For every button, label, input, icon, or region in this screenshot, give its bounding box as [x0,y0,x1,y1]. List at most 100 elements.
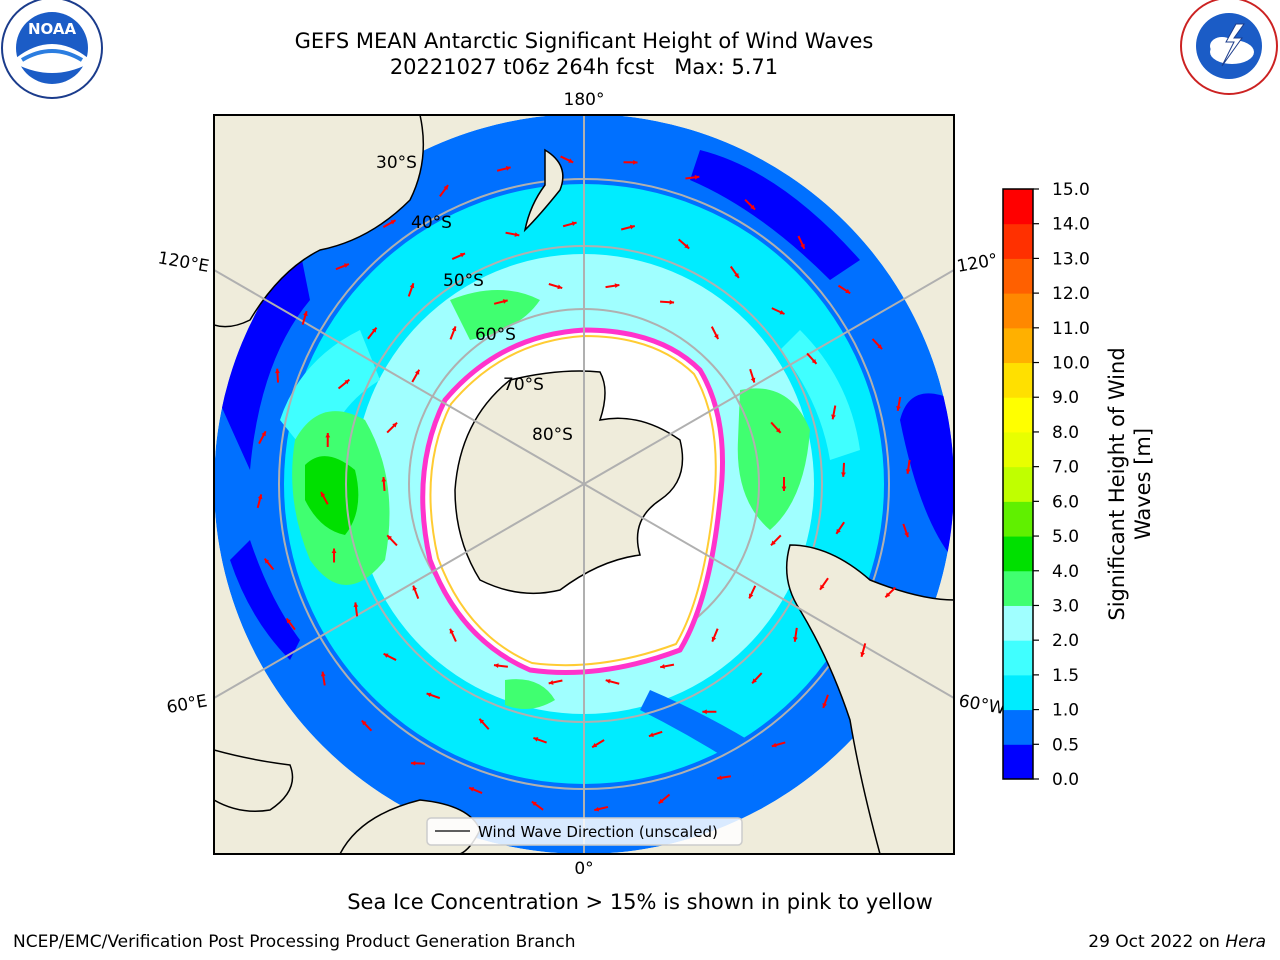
colorbar-segment [1003,223,1033,259]
wave-direction-arrowhead [451,326,457,332]
wave-direction-arrowhead [361,720,367,726]
wave-direction-arrowhead [831,414,836,420]
colorbar-segment [1003,189,1033,225]
wave-direction-arrowhead [502,299,508,304]
wave-direction-arrowhead [343,263,349,268]
colorbar-segment [1003,327,1033,364]
colorbar-label-line2: Waves [m] [1131,428,1155,540]
wave-direction-arrowhead [414,369,420,375]
chart-subtitle: 20221027 t06z 264h fcst Max: 5.71 [389,55,779,79]
wave-direction-arrowhead [614,283,620,289]
wave-direction-arrowhead [592,742,598,748]
wave-direction-arrowhead [904,532,909,538]
wave-direction-arrowhead [303,311,308,317]
colorbar-tick-label: 6.0 [1052,492,1079,512]
footer-host: Hera [1225,932,1266,952]
wave-direction-arrowhead [548,680,554,685]
wave-direction-arrowhead [648,732,654,738]
wave-direction-arrowhead [390,220,396,225]
wave-direction-arrowhead [629,224,635,230]
colorbar-segment [1003,431,1033,468]
wave-direction-arrowhead [353,602,359,608]
longitude-label: 180° [564,90,605,110]
wave-direction-arrowhead [750,377,756,383]
wave-direction-arrowhead [275,368,280,374]
nws-logo [1180,0,1278,95]
colorbar-segment [1003,640,1033,676]
new-zealand-landmass [523,148,564,233]
wave-direction-arrowhead [748,593,754,599]
wave-direction-arrowhead [514,232,520,237]
latitude-label: 70°S [503,375,544,395]
wave-direction-arrowhead [781,486,787,491]
wave-direction-arrowhead [331,548,337,553]
colorbar-segment [1003,501,1033,537]
wave-direction-arrowhead [392,422,398,428]
wave-direction-arrowhead [820,584,825,590]
colorbar-label-line1: Significant Height of Wind [1105,347,1129,620]
wave-direction-arrowhead [811,358,817,364]
latitude-labels: 30°S 40°S 50°S 60°S 70°S 80°S [376,153,573,445]
colorbar-segment [1003,397,1033,433]
wave-direction-arrowhead [775,427,781,433]
colorbar-tick-label: 15.0 [1052,180,1090,200]
wave-direction-arrowhead [383,653,389,658]
wave-direction-arrowhead [658,798,664,804]
wave-direction-arrowhead [877,344,883,350]
wave-direction-arrowhead [714,334,719,340]
colorbar-segment [1003,709,1033,745]
colorbar-tick-label: 1.0 [1052,701,1079,721]
wave-direction-arrowhead [633,159,638,165]
wave-direction-arrowhead [533,737,539,742]
wave-direction-arrowhead [594,806,600,812]
wave-direction-arrowhead [669,299,675,305]
wave-direction-arrowhead [479,718,485,724]
latitude-label: 80°S [532,425,573,445]
latitude-label: 50°S [443,271,484,291]
africa-landmass [214,749,294,812]
wave-direction-arrowhead [800,243,805,249]
wave-direction-arrowhead [257,494,263,500]
wave-direction-arrowhead [469,787,475,792]
wave-direction-arrowhead [841,472,846,477]
wave-direction-arrowhead [426,692,432,698]
wave-direction-arrowhead [344,379,350,385]
wave-direction-arrowhead [793,637,798,642]
wave-direction-arrowhead [605,678,611,684]
longitude-labels: 180° 0° 120°E 60°E 120° 60°W [156,90,1007,879]
colorbar-frame [1002,188,1034,780]
wave-direction-arrowhead [779,310,785,315]
colorbar-tick-label: 5.0 [1052,527,1079,547]
wave-direction-arrowhead [660,664,665,669]
colorbar-tick-label: 11.0 [1052,319,1090,339]
colorbar-segment [1003,744,1033,780]
wave-direction-arrowhead [325,433,331,438]
wave-direction-arrowhead [505,166,511,171]
colorbar-segment [1003,536,1033,572]
wave-direction-arrowhead [905,469,911,474]
colorbar-ticks: 0.0 0.5 1.0 1.5 2.0 3.0 4.0 5.0 6.0 7.0 8.0 9.0 10.0… [1033,180,1090,790]
wave-direction-arrowhead [684,243,690,249]
wave-direction-arrowhead [381,477,387,482]
colorbar-tick-label: 4.0 [1052,562,1079,582]
colorbar-segment [1003,570,1033,606]
noaa-logo-text: NOAA [28,20,77,38]
australia-landmass [214,115,425,328]
wave-direction-arrowhead [860,651,865,657]
colorbar-segment [1003,605,1033,641]
wave-direction-arrowhead [387,535,393,541]
legend-label: Wind Wave Direction (unscaled) [478,823,718,841]
footer-credit: NCEP/EMC/Verification Post Processing Pr… [13,932,576,952]
wave-direction-arrowhead [410,760,416,766]
wave-direction-arrowhead [885,592,891,598]
colorbar-tick-label: 3.0 [1052,596,1079,616]
wave-direction-arrowhead [321,492,326,498]
meridian-lines [214,115,954,854]
colorbar-tick-label: 8.0 [1052,423,1079,443]
wave-direction-arrowhead [711,636,717,642]
longitude-label: 0° [574,859,593,879]
wave-direction-arrowhead [568,158,574,163]
colorbar-segment [1003,674,1033,711]
wave-direction-arrowhead [371,327,377,333]
